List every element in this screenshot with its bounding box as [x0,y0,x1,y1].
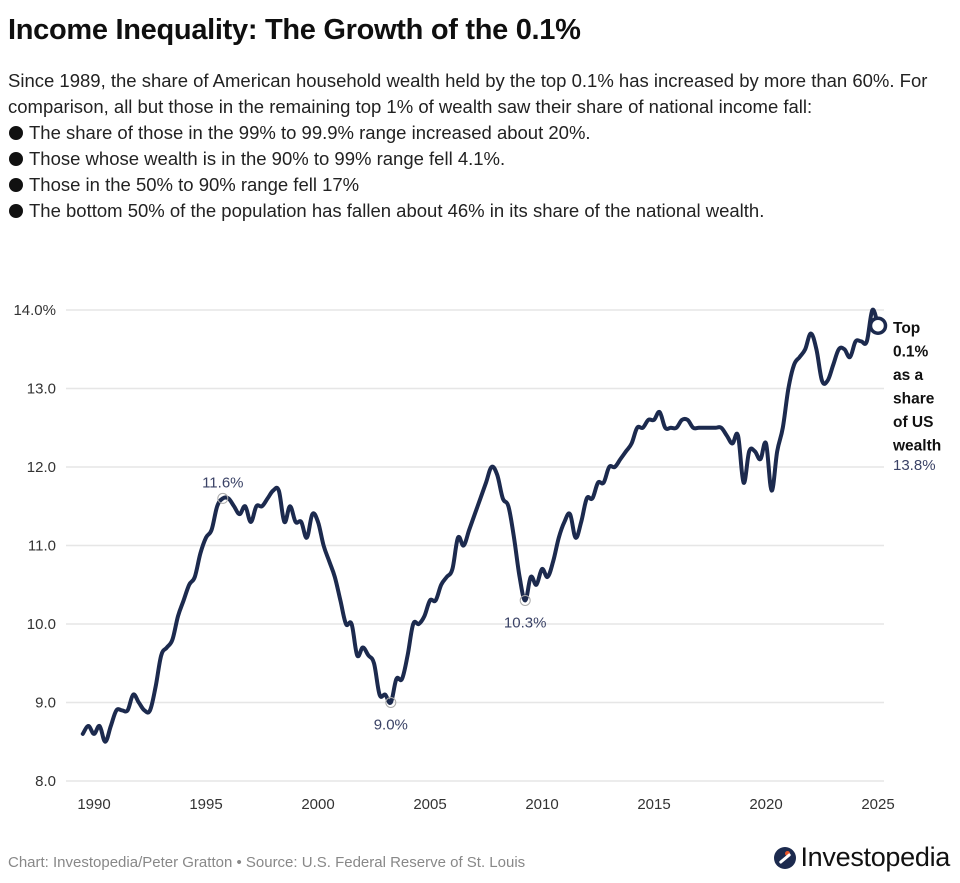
x-tick-label: 1990 [77,796,110,813]
line-chart: 8.0 9.0 10.0 11.0 12.0 13.0 14.0% 1990 1995 2000… [13,302,941,813]
y-tick-label: 11.0 [28,538,56,555]
annotation-marker [217,492,229,504]
bullet-text: The bottom 50% of the population has fal… [29,200,765,221]
x-tick-label: 2010 [525,796,558,813]
chart-credit: Chart: Investopedia/Peter Gratton • Sour… [8,854,526,871]
series-label-line: 0.1% [893,344,929,361]
chart-title: Income Inequality: The Growth of the 0.1… [8,14,581,46]
series-label-line: wealth [892,438,941,455]
bullet-dot-icon [9,126,23,140]
annotation-label: 11.6% [202,474,243,491]
bullet-list: The share of those in the 99% to 99.9% r… [8,120,953,224]
investopedia-logo: Investopedia [774,842,950,873]
series-group [80,307,888,744]
x-axis-ticks: 1990 1995 2000 2005 2010 2015 2020 2025 [77,796,894,813]
x-tick-label: 2020 [749,796,782,813]
gridlines [66,309,884,782]
series-label-line: as a [893,367,924,384]
annotation-marker [519,594,531,606]
y-tick-label: 14.0% [13,302,56,319]
x-tick-label: 2015 [637,796,670,813]
bullet-item: Those whose wealth is in the 90% to 99% … [8,146,953,172]
bullet-item: The bottom 50% of the population has fal… [8,198,953,224]
annotations: 11.6% 9.0% 10.3% [202,474,546,733]
investopedia-logo-icon [774,846,797,869]
bullet-text: The share of those in the 99% to 99.9% r… [29,122,591,143]
chart-description: Since 1989, the share of American househ… [8,68,953,224]
y-tick-label: 8.0 [35,773,56,790]
bullet-text: Those in the 50% to 90% range fell 17% [29,174,360,195]
bullet-item: Those in the 50% to 90% range fell 17% [8,172,953,198]
annotation-label: 9.0% [374,717,408,734]
x-tick-label: 2000 [301,796,334,813]
y-tick-label: 9.0 [35,695,56,712]
bullet-dot-icon [9,204,23,218]
y-tick-label: 13.0 [27,381,56,398]
bullet-dot-icon [9,152,23,166]
intro-text: Since 1989, the share of American househ… [8,70,928,117]
bullet-item: The share of those in the 99% to 99.9% r… [8,120,953,146]
series-label: Top 0.1% as a share of US wealth 13.8% [892,320,941,474]
y-tick-label: 10.0 [27,616,56,633]
series-line [80,307,880,744]
y-axis-ticks: 8.0 9.0 10.0 11.0 12.0 13.0 14.0% [13,302,56,790]
annotation-label: 10.3% [504,614,547,631]
series-label-line: share [893,391,935,408]
bullet-dot-icon [9,178,23,192]
end-point-marker [868,316,888,335]
x-tick-label: 1995 [189,796,222,813]
last-value-label: 13.8% [893,457,936,474]
x-tick-label: 2025 [861,796,894,813]
y-tick-label: 12.0 [27,459,56,476]
logo-text: Investopedia [800,842,950,872]
bullet-text: Those whose wealth is in the 90% to 99% … [29,148,506,169]
series-label-line: of US [893,414,933,431]
series-label-line: Top [893,320,920,337]
x-tick-label: 2005 [413,796,446,813]
annotation-marker [385,697,397,708]
